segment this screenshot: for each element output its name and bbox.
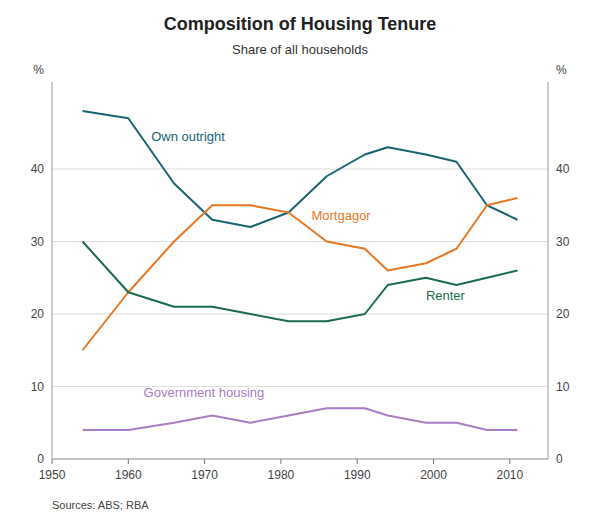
x-tick-label: 1980 bbox=[268, 468, 295, 482]
lines bbox=[83, 111, 518, 430]
source: Sources: ABS; RBA bbox=[52, 499, 149, 511]
y2-tick-label: 0 bbox=[556, 452, 563, 466]
background bbox=[0, 0, 600, 521]
annotation: Renter bbox=[426, 288, 466, 303]
y-axis-label: % bbox=[33, 63, 44, 77]
y-tick-label: 20 bbox=[31, 307, 45, 321]
y2-tick-label: 30 bbox=[556, 235, 570, 249]
grid-line bbox=[52, 241, 548, 242]
annotation: Own outright bbox=[151, 129, 225, 144]
x-tick bbox=[204, 459, 205, 464]
y2-tick-label: 40 bbox=[556, 162, 570, 176]
subtitle: Share of all households bbox=[232, 42, 368, 57]
x-tick bbox=[433, 459, 434, 464]
x-tick-label: 1950 bbox=[39, 468, 66, 482]
x-tick bbox=[52, 459, 53, 464]
grid bbox=[52, 169, 548, 459]
grid-line bbox=[52, 386, 548, 387]
y2-axis-line bbox=[548, 82, 549, 459]
x-tick-label: 1970 bbox=[191, 468, 218, 482]
grid-line bbox=[52, 459, 548, 460]
annotation: Government housing bbox=[144, 385, 265, 400]
chart: Composition of Housing Tenure Share of al… bbox=[0, 0, 600, 521]
y2-tick-label: 20 bbox=[556, 307, 570, 321]
x-tick-label: 1960 bbox=[115, 468, 142, 482]
x-tick-label: 1990 bbox=[344, 468, 371, 482]
grid-line bbox=[52, 169, 548, 170]
x-tick bbox=[280, 459, 281, 464]
y2-tick-label: 10 bbox=[556, 380, 570, 394]
y-tick-label: 10 bbox=[31, 380, 45, 394]
x-tick bbox=[128, 459, 129, 464]
y-axis-line bbox=[52, 82, 53, 459]
y2-axis-label: % bbox=[556, 63, 567, 77]
series-line bbox=[83, 242, 518, 322]
series-line bbox=[83, 408, 518, 430]
series-line bbox=[83, 198, 518, 350]
y-tick-label: 30 bbox=[31, 235, 45, 249]
x-tick-label: 2000 bbox=[420, 468, 447, 482]
x-tick bbox=[509, 459, 510, 464]
grid-line bbox=[52, 314, 548, 315]
annotation: Mortgagor bbox=[311, 208, 371, 223]
x-tick-label: 2010 bbox=[496, 468, 523, 482]
series-line bbox=[83, 111, 518, 227]
x-axis-line bbox=[52, 459, 548, 460]
x-tick bbox=[357, 459, 358, 464]
y-tick-label: 0 bbox=[37, 452, 44, 466]
y-tick-label: 40 bbox=[31, 162, 45, 176]
title: Composition of Housing Tenure bbox=[164, 14, 437, 34]
